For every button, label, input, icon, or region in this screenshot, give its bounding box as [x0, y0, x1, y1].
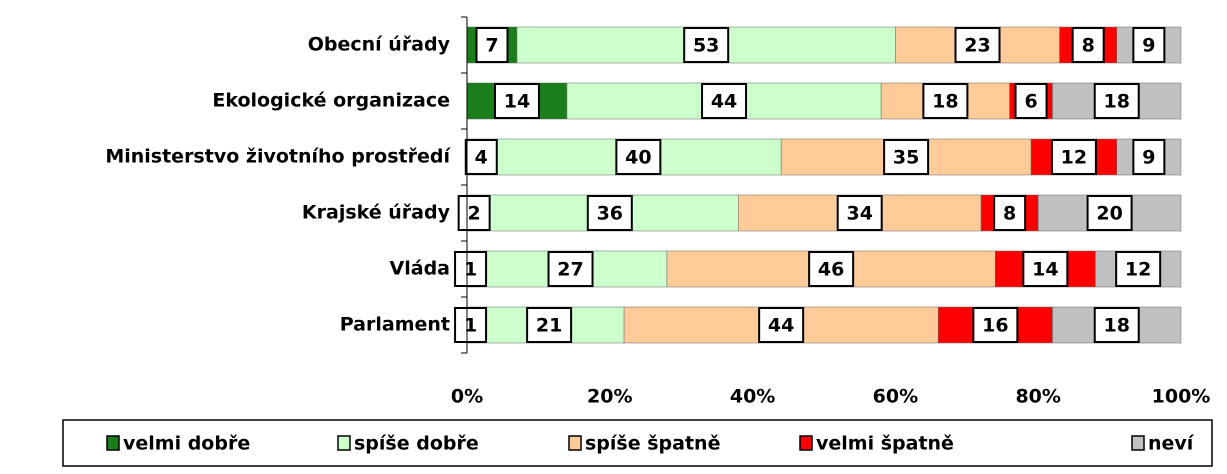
- x-tick-label: 60%: [873, 386, 918, 408]
- legend-label: spíše špatně: [585, 433, 720, 455]
- value-label: 20: [1096, 203, 1122, 225]
- value-label: 18: [1104, 315, 1130, 337]
- value-label: 16: [982, 315, 1008, 337]
- value-label-box: [1071, 27, 1105, 63]
- value-label-box: [758, 307, 805, 343]
- value-label: 44: [768, 315, 794, 337]
- legend-swatch: [1131, 435, 1145, 451]
- value-label: 21: [536, 315, 562, 337]
- y-tick-label: Obecní úřady: [308, 34, 451, 56]
- y-tick-label: Parlament: [340, 314, 450, 336]
- value-label-box: [586, 195, 633, 231]
- value-label: 27: [557, 259, 583, 281]
- value-label: 35: [893, 147, 919, 169]
- value-label: 18: [1104, 91, 1130, 113]
- legend-label: velmi dobře: [123, 433, 250, 455]
- value-label-box: [526, 307, 573, 343]
- legend-swatch: [106, 435, 120, 451]
- value-label: 8: [1082, 35, 1095, 57]
- value-label-box: [464, 139, 498, 175]
- value-label: 12: [1061, 147, 1087, 169]
- x-tick-label: 20%: [587, 386, 632, 408]
- value-label-box: [883, 139, 930, 175]
- x-tick-label: 40%: [730, 386, 775, 408]
- value-label-box: [1050, 139, 1097, 175]
- value-label-box: [808, 251, 855, 287]
- legend-swatch: [568, 435, 582, 451]
- value-label: 9: [1142, 35, 1155, 57]
- value-label-box: [475, 27, 509, 63]
- value-label-box: [454, 307, 488, 343]
- value-label-box: [954, 27, 1001, 63]
- value-label-box: [1132, 27, 1166, 63]
- value-label: 9: [1142, 147, 1155, 169]
- value-label-box: [1132, 139, 1166, 175]
- value-label-box: [454, 251, 488, 287]
- value-label: 46: [818, 259, 844, 281]
- legend-label: spíše dobře: [354, 433, 479, 455]
- value-label: 2: [468, 203, 481, 225]
- legend-swatch: [799, 435, 813, 451]
- legend-label: neví: [1148, 433, 1195, 455]
- value-label: 53: [693, 35, 719, 57]
- y-tick-label: Krajské úřady: [302, 202, 451, 224]
- value-label: 14: [1032, 259, 1058, 281]
- legend-swatch: [337, 435, 351, 451]
- value-label: 18: [932, 91, 958, 113]
- value-label-box: [1093, 307, 1140, 343]
- value-label-box: [457, 195, 491, 231]
- value-label-box: [615, 139, 662, 175]
- value-label: 14: [504, 91, 530, 113]
- value-label-box: [836, 195, 883, 231]
- value-label-box: [1022, 251, 1069, 287]
- value-label: 1: [464, 259, 477, 281]
- value-label-box: [922, 83, 969, 119]
- value-label-box: [701, 83, 748, 119]
- value-label: 7: [485, 35, 498, 57]
- x-tick-label: 100%: [1152, 386, 1211, 408]
- value-label: 12: [1125, 259, 1151, 281]
- value-label: 23: [964, 35, 990, 57]
- value-label-box: [993, 195, 1027, 231]
- value-label: 36: [597, 203, 623, 225]
- value-label-box: [1093, 83, 1140, 119]
- value-label: 40: [625, 147, 651, 169]
- legend-label: velmi špatně: [816, 433, 954, 455]
- value-label-box: [683, 27, 730, 63]
- value-label-box: [493, 83, 540, 119]
- x-tick-label: 0%: [451, 386, 483, 408]
- value-label: 8: [1003, 203, 1016, 225]
- value-label-box: [547, 251, 594, 287]
- value-label: 1: [464, 315, 477, 337]
- value-label-box: [1086, 195, 1133, 231]
- x-tick-label: 80%: [1015, 386, 1060, 408]
- value-label: 6: [1024, 91, 1037, 113]
- value-label: 44: [711, 91, 737, 113]
- value-label: 4: [475, 147, 488, 169]
- value-label-box: [1115, 251, 1162, 287]
- value-label-box: [1014, 83, 1048, 119]
- y-tick-label: Ministerstvo životního prostředí: [105, 146, 451, 168]
- value-label-box: [972, 307, 1019, 343]
- y-tick-label: Vláda: [390, 258, 450, 280]
- legend-box: [62, 419, 1213, 467]
- value-label: 34: [846, 203, 872, 225]
- y-tick-label: Ekologické organizace: [212, 90, 450, 112]
